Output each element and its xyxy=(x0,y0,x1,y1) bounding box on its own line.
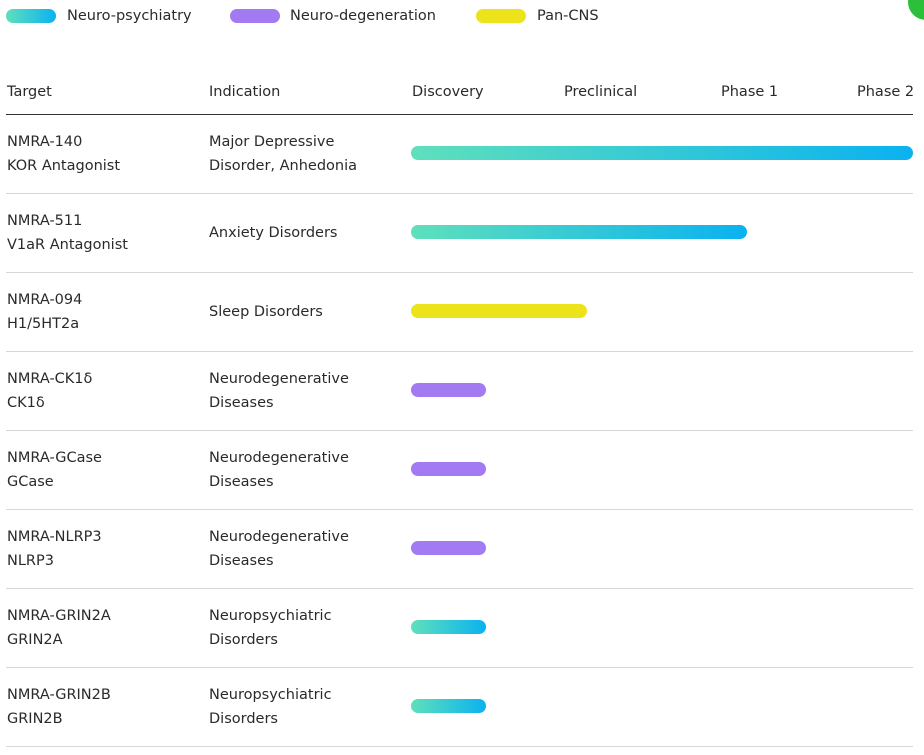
column-header: Preclinical xyxy=(564,84,638,100)
row-separator xyxy=(6,430,913,431)
column-header: Phase 1 xyxy=(721,84,779,100)
target-mechanism: GRIN2A xyxy=(7,632,63,648)
row-separator xyxy=(6,272,913,273)
target-mechanism: GCase xyxy=(7,474,54,490)
column-header: Indication xyxy=(209,84,281,100)
legend-swatch xyxy=(230,9,280,23)
target-name: NMRA-CK1δ xyxy=(7,371,93,387)
target-name: NMRA-511 xyxy=(7,213,83,229)
row-separator xyxy=(6,746,913,747)
progress-bar xyxy=(411,620,486,634)
target-mechanism: GRIN2B xyxy=(7,711,63,727)
indication: Neuropsychiatric xyxy=(209,687,332,703)
indication: Diseases xyxy=(209,395,274,411)
header-rule xyxy=(6,114,913,115)
legend-swatch xyxy=(476,9,526,23)
indication: Diseases xyxy=(209,553,274,569)
progress-bar xyxy=(411,225,747,239)
row-separator xyxy=(6,509,913,510)
target-mechanism: KOR Antagonist xyxy=(7,158,121,174)
progress-bar xyxy=(411,146,913,160)
target-name: NMRA-094 xyxy=(7,292,83,308)
target-name: NMRA-GCase xyxy=(7,450,102,466)
indication: Neuropsychiatric xyxy=(209,608,332,624)
indication: Diseases xyxy=(209,474,274,490)
progress-bar xyxy=(411,541,486,555)
indication: Sleep Disorders xyxy=(209,304,323,320)
progress-bar xyxy=(411,383,486,397)
row-separator xyxy=(6,667,913,668)
progress-bar xyxy=(411,304,587,318)
indication: Anxiety Disorders xyxy=(209,225,338,241)
indication: Neurodegenerative xyxy=(209,371,349,387)
target-name: NMRA-GRIN2A xyxy=(7,608,111,624)
column-header: Target xyxy=(7,84,52,100)
target-mechanism: NLRP3 xyxy=(7,553,54,569)
column-header: Discovery xyxy=(412,84,484,100)
target-mechanism: CK1δ xyxy=(7,395,45,411)
indication: Major Depressive xyxy=(209,134,335,150)
indication: Disorder, Anhedonia xyxy=(209,158,358,174)
indication: Neurodegenerative xyxy=(209,529,349,545)
progress-bar xyxy=(411,462,486,476)
progress-bar xyxy=(411,699,486,713)
target-mechanism: H1/5HT2a xyxy=(7,316,80,332)
legend-swatch xyxy=(6,9,56,23)
indication: Disorders xyxy=(209,632,278,648)
target-name: NMRA-140 xyxy=(7,134,83,150)
row-separator xyxy=(6,193,913,194)
indication: Neurodegenerative xyxy=(209,450,349,466)
legend-label: Neuro-degeneration xyxy=(290,8,436,24)
target-name: NMRA-NLRP3 xyxy=(7,529,102,545)
indication: Disorders xyxy=(209,711,278,727)
legend-label: Neuro-psychiatry xyxy=(67,8,192,24)
target-mechanism: V1aR Antagonist xyxy=(7,237,128,253)
column-header: Phase 2 xyxy=(857,84,915,100)
row-separator xyxy=(6,351,913,352)
target-name: NMRA-GRIN2B xyxy=(7,687,111,703)
row-separator xyxy=(6,588,913,589)
legend-label: Pan-CNS xyxy=(537,8,599,24)
corner-decoration xyxy=(908,0,924,20)
